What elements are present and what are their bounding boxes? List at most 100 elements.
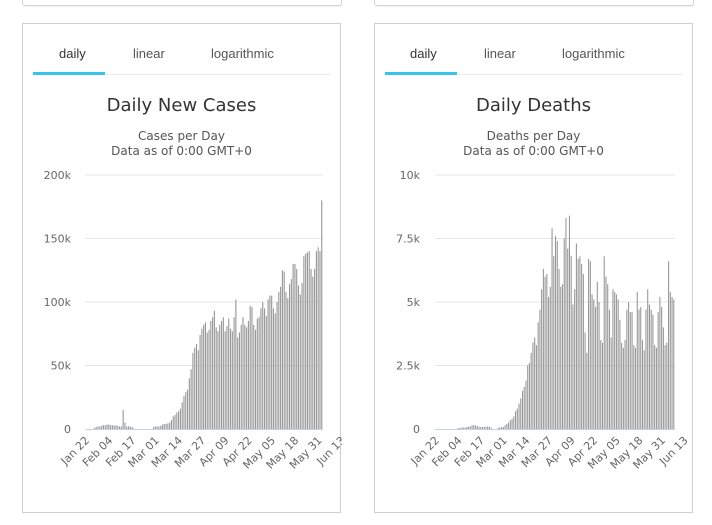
bar	[228, 318, 230, 429]
bar	[605, 276, 607, 429]
bar	[111, 425, 113, 429]
bar	[628, 302, 630, 429]
bar	[95, 427, 97, 429]
bar	[208, 329, 210, 429]
cases-tabs: daily linear logarithmic	[33, 24, 330, 75]
bar	[113, 425, 115, 429]
chart-title: Daily New Cases	[106, 95, 257, 116]
bar	[154, 426, 156, 429]
bar	[206, 332, 208, 429]
bar	[654, 345, 656, 429]
bar	[596, 281, 598, 429]
bar	[124, 422, 126, 429]
bar	[153, 427, 155, 429]
bar	[643, 350, 645, 429]
bar	[276, 302, 278, 429]
bar	[160, 425, 162, 429]
bar	[586, 352, 588, 429]
bar	[548, 296, 550, 429]
bar	[579, 256, 581, 429]
bar	[174, 415, 176, 429]
bar	[483, 426, 485, 429]
bar	[574, 289, 576, 429]
tab-daily[interactable]: daily	[59, 46, 86, 61]
bar	[183, 395, 185, 429]
bar	[668, 261, 670, 429]
y-tick-label: 5k	[407, 296, 421, 309]
bar	[568, 215, 570, 429]
bar	[542, 268, 544, 429]
y-tick-label: 10k	[400, 169, 421, 182]
bar	[661, 307, 663, 429]
bar	[163, 423, 165, 429]
bar	[518, 403, 520, 429]
bar	[659, 296, 661, 429]
bar	[280, 286, 282, 429]
bar	[115, 425, 117, 429]
bar	[561, 284, 564, 429]
bar	[457, 427, 459, 429]
bar	[108, 424, 110, 429]
bar	[197, 350, 199, 429]
y-tick-label: 0	[64, 423, 71, 436]
subtitle-line-1: Deaths per Day	[486, 129, 581, 143]
y-tick-label: 7.5k	[396, 233, 420, 246]
bar	[648, 304, 650, 429]
bar	[299, 294, 301, 429]
bar	[572, 304, 574, 429]
bar	[501, 427, 503, 429]
bar	[217, 331, 219, 429]
tab-logarithmic[interactable]: logarithmic	[211, 46, 274, 61]
bar	[560, 286, 562, 429]
bar	[210, 321, 212, 429]
bar	[267, 299, 269, 429]
bar	[655, 347, 657, 429]
bar	[487, 426, 489, 429]
bar	[305, 253, 307, 429]
bar	[615, 294, 617, 429]
bar	[179, 408, 181, 429]
bar	[478, 426, 480, 429]
bar	[582, 274, 584, 429]
bar	[473, 425, 475, 429]
bar	[513, 416, 515, 429]
bar	[281, 270, 283, 429]
tab-linear[interactable]: linear	[484, 46, 516, 61]
bar	[577, 258, 579, 429]
bar	[97, 426, 99, 429]
bar	[581, 263, 583, 429]
subtitle-line-1: Cases per Day	[138, 129, 225, 143]
bar	[272, 308, 274, 429]
bar	[516, 408, 518, 429]
tab-logarithmic[interactable]: logarithmic	[562, 46, 625, 61]
bar	[294, 263, 296, 429]
bar	[640, 307, 642, 429]
bar	[570, 256, 572, 429]
bar	[603, 256, 605, 429]
bar	[195, 343, 198, 429]
tab-linear[interactable]: linear	[133, 46, 165, 61]
bar	[312, 276, 314, 429]
chart-subtitle: Deaths per Day Data as of 0:00 GMT+0	[375, 129, 692, 159]
bar	[233, 317, 235, 429]
bar	[104, 425, 106, 429]
bar	[321, 200, 323, 429]
bar	[464, 427, 466, 429]
bar	[133, 428, 135, 429]
bar	[203, 324, 205, 429]
bar	[244, 324, 246, 429]
top-card-left	[22, 0, 342, 6]
bar	[595, 307, 597, 429]
bar	[117, 425, 119, 429]
bar	[289, 284, 291, 429]
y-tick-label: 150k	[44, 233, 72, 246]
bar	[462, 427, 464, 429]
tab-daily[interactable]: daily	[410, 46, 437, 61]
bar	[231, 331, 233, 429]
bar	[215, 327, 217, 429]
bar	[481, 426, 484, 429]
bar	[237, 337, 239, 429]
bar	[471, 425, 473, 429]
bar	[537, 322, 539, 429]
bar	[188, 378, 190, 429]
